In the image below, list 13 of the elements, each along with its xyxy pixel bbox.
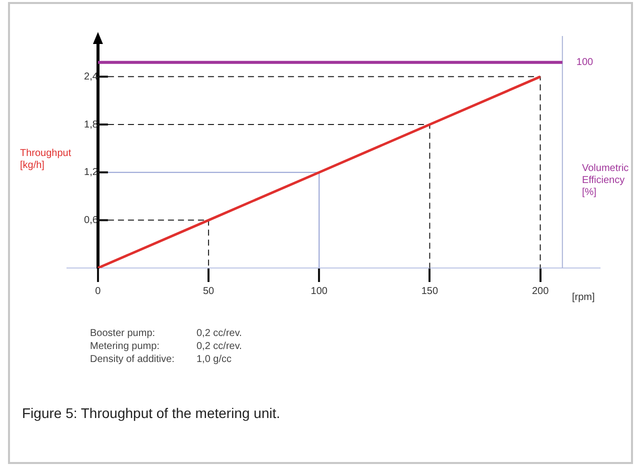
x-tick-label: 200 <box>532 286 550 297</box>
x-axis-title: [rpm] <box>572 292 595 304</box>
caption: Figure 5: Throughput of the metering unit. <box>22 405 280 421</box>
y-axis-title: Throughput [kg/h] <box>20 148 72 172</box>
x-tick-label: 100 <box>310 286 328 297</box>
x-tick-label: 50 <box>202 286 215 297</box>
annotation: 100 <box>576 57 594 68</box>
text: Density of additive: 1,0 g/cc <box>90 354 232 365</box>
text: Metering pump: 0,2 cc/rev. <box>90 341 242 352</box>
x-tick-label: 150 <box>421 286 438 297</box>
y2-axis-title: Volumetric Efficiency [%] <box>582 163 629 199</box>
x-tick-label: 0 <box>95 286 102 297</box>
text: Booster pump: 0,2 cc/rev. <box>90 328 242 339</box>
